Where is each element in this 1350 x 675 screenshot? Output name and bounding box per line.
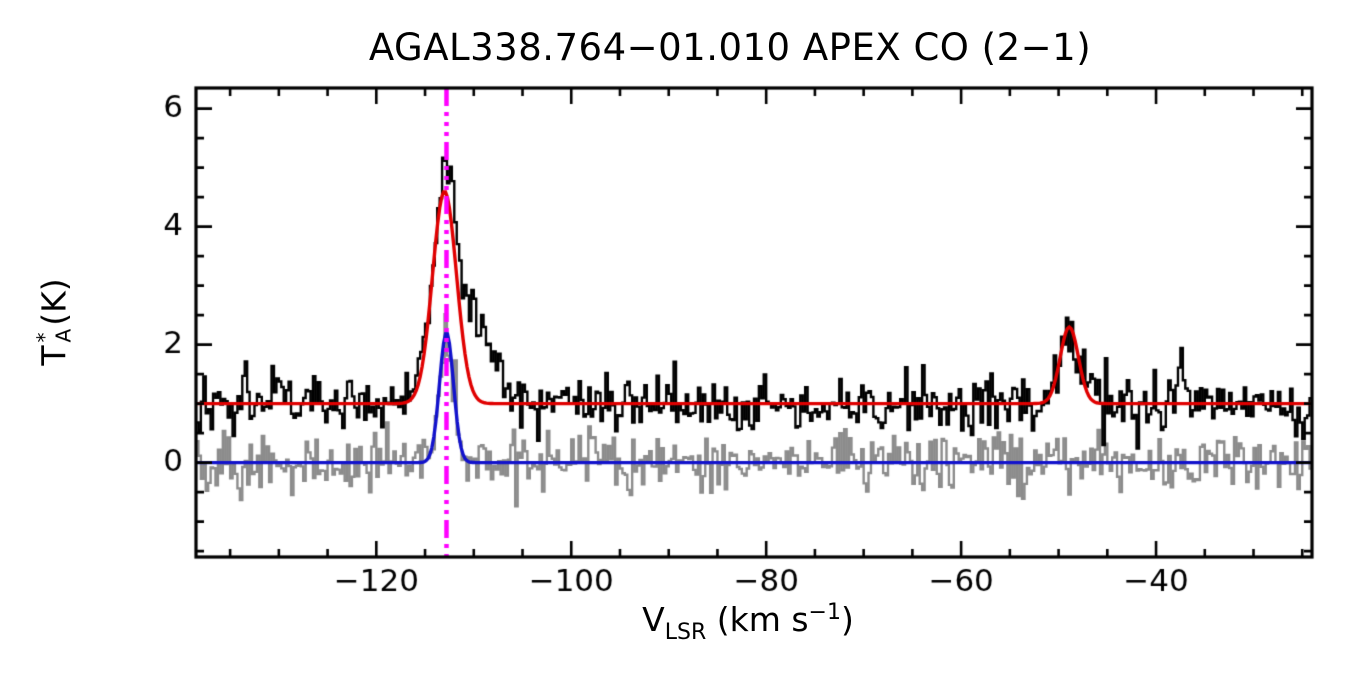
y-axis-label: T * A (K): [32, 278, 75, 366]
x-axis-label: VLSR (km s−1): [642, 600, 854, 645]
ylabel-base: T: [34, 345, 74, 366]
xlabel-unit-close: ): [840, 600, 854, 639]
ylabel-unit: (K): [34, 278, 74, 326]
xlabel-exponent: −1: [808, 600, 841, 625]
xlabel-base: V: [642, 600, 665, 639]
ylabel-subscript: A: [51, 328, 75, 343]
chart-title: AGAL338.764−01.010 APEX CO (2−1): [368, 26, 1092, 69]
xlabel-subscript: LSR: [664, 620, 707, 645]
xlabel-unit-open: (km s: [706, 600, 809, 639]
ylabel-scripts: * A: [32, 328, 75, 343]
